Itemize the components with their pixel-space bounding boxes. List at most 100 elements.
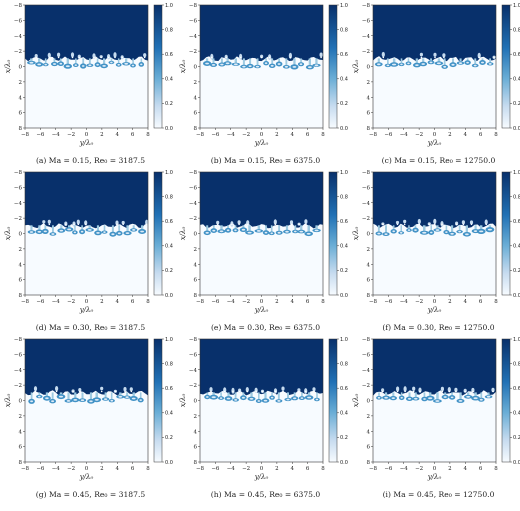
colorbar-tick-label: 0.2 bbox=[340, 435, 348, 441]
heavy-fluid-region bbox=[25, 5, 148, 62]
x-tick-label: −2 bbox=[67, 466, 75, 472]
y-tick-label: 0 bbox=[194, 65, 198, 71]
colorbar-tick-label: 1.0 bbox=[165, 337, 173, 343]
x-tick-label: 2 bbox=[100, 132, 104, 138]
colorbar-tick-label: 0.8 bbox=[513, 361, 520, 367]
y-tick-label: 4 bbox=[367, 429, 371, 435]
x-tick-label: −4 bbox=[227, 132, 236, 138]
y-tick-label: 6 bbox=[19, 278, 23, 284]
y-tick-label: −6 bbox=[14, 185, 23, 191]
colorbar-tick-label: 0.2 bbox=[513, 101, 520, 107]
colorbar-tick-label: 1.0 bbox=[165, 3, 173, 9]
y-tick-label: −6 bbox=[189, 18, 198, 24]
x-tick-label: 6 bbox=[131, 132, 135, 138]
colorbar-tick-label: 0.4 bbox=[513, 411, 520, 417]
y-tick-label: 0 bbox=[194, 232, 198, 238]
y-axis-label: x/λ₀ bbox=[179, 60, 187, 74]
x-tick-label: 4 bbox=[291, 299, 295, 305]
y-tick-label: 2 bbox=[367, 80, 371, 86]
x-tick-label: −4 bbox=[400, 132, 409, 138]
colorbar-tick-label: 1.0 bbox=[340, 337, 348, 343]
x-tick-label: 6 bbox=[306, 466, 310, 472]
heavy-fluid-region bbox=[200, 5, 323, 62]
panel-c: −8 −6 −4 −2 0 2 4 6 8−8−6−4−202468y/λ₀x/λ₀1.00.8… bbox=[352, 3, 520, 165]
colorbar-tick-label: 0.0 bbox=[513, 460, 520, 466]
y-tick-label: −4 bbox=[14, 368, 23, 374]
x-tick-label: −4 bbox=[227, 299, 236, 305]
x-tick-label: 2 bbox=[275, 132, 279, 138]
x-axis-label: y/λ₀ bbox=[427, 306, 442, 314]
y-tick-label: −8 bbox=[14, 337, 23, 343]
panel-e: −8 −6 −4 −2 0 2 4 6 8−8−6−4−202468y/λ₀x/λ₀1.00.8… bbox=[179, 170, 348, 332]
colorbar-tick-label: 0.2 bbox=[165, 268, 173, 274]
x-axis-label: y/λ₀ bbox=[79, 139, 94, 147]
x-tick-label: 4 bbox=[116, 132, 120, 138]
colorbar-tick-label: 0.6 bbox=[165, 52, 173, 58]
x-tick-label: −6 bbox=[36, 466, 45, 472]
x-tick-label: −6 bbox=[36, 299, 45, 305]
x-tick-label: 8 bbox=[494, 466, 498, 472]
panel-d: −8 −6 −4 −2 0 2 4 6 8−8−6−4−202468y/λ₀x/λ₀1.00.8… bbox=[4, 170, 173, 332]
colorbar-tick-label: 0.0 bbox=[513, 126, 520, 132]
x-axis-label: y/λ₀ bbox=[79, 473, 94, 481]
y-axis-label: x/λ₀ bbox=[4, 227, 12, 241]
colorbar-tick-label: 0.2 bbox=[513, 435, 520, 441]
y-tick-label: −6 bbox=[362, 185, 371, 191]
x-tick-label: −6 bbox=[36, 132, 45, 138]
x-tick-label: −6 bbox=[211, 132, 220, 138]
x-tick-label: −8 bbox=[21, 466, 30, 472]
x-tick-label: −8 bbox=[369, 466, 378, 472]
colorbar-tick-label: 0.2 bbox=[165, 435, 173, 441]
y-tick-label: −8 bbox=[189, 337, 198, 343]
y-tick-label: 8 bbox=[194, 293, 198, 299]
panel-a: −8 −6 −4 −2 0 2 4 6 8−8−6−4−202468y/λ₀x/λ₀1.00.8… bbox=[4, 3, 173, 165]
y-tick-label: 2 bbox=[19, 414, 23, 420]
colorbar-tick-label: 0.4 bbox=[513, 77, 520, 83]
y-tick-label: −6 bbox=[362, 18, 371, 24]
x-tick-label: −6 bbox=[211, 299, 220, 305]
colorbar-tick-label: 0.8 bbox=[340, 27, 348, 33]
y-tick-label: −4 bbox=[189, 368, 198, 374]
colorbar-tick-label: 0.8 bbox=[165, 361, 173, 367]
y-tick-label: 6 bbox=[19, 445, 23, 451]
x-tick-label: −6 bbox=[211, 466, 220, 472]
colorbar-tick-label: 0.2 bbox=[513, 268, 520, 274]
x-tick-label: −6 bbox=[384, 132, 393, 138]
y-tick-label: −4 bbox=[189, 201, 198, 207]
y-tick-label: −8 bbox=[362, 337, 371, 343]
x-tick-label: −8 bbox=[196, 299, 205, 305]
x-tick-label: 6 bbox=[479, 466, 483, 472]
y-tick-label: −6 bbox=[362, 352, 371, 358]
x-tick-label: 0 bbox=[260, 132, 264, 138]
y-tick-label: 8 bbox=[367, 460, 371, 466]
x-axis-label: y/λ₀ bbox=[254, 473, 269, 481]
panel-caption: (a) Ma = 0.15, Re₀ = 3187.5 bbox=[36, 156, 145, 165]
colorbar-tick-label: 0.2 bbox=[340, 101, 348, 107]
mixing-layer bbox=[28, 386, 144, 404]
y-axis-label: x/λ₀ bbox=[4, 60, 12, 74]
panel-caption: (h) Ma = 0.45, Re₀ = 6375.0 bbox=[211, 490, 321, 499]
y-tick-label: 0 bbox=[19, 399, 23, 405]
colorbar-tick-label: 0.6 bbox=[165, 386, 173, 392]
y-tick-label: 4 bbox=[194, 95, 198, 101]
x-axis-label: y/λ₀ bbox=[79, 306, 94, 314]
colorbar-tick-label: 0.6 bbox=[340, 386, 348, 392]
x-tick-label: 6 bbox=[479, 132, 483, 138]
colorbar-tick-label: 0.0 bbox=[165, 126, 173, 132]
y-tick-label: 4 bbox=[367, 95, 371, 101]
y-tick-label: −2 bbox=[189, 49, 197, 55]
mixing-layer bbox=[204, 386, 320, 403]
colorbar-tick-label: 0.2 bbox=[165, 101, 173, 107]
x-tick-label: −2 bbox=[415, 299, 423, 305]
y-tick-label: 4 bbox=[19, 262, 23, 268]
x-tick-label: 0 bbox=[433, 132, 437, 138]
colorbar bbox=[153, 4, 163, 129]
y-tick-label: −6 bbox=[189, 352, 198, 358]
colorbar-tick-label: 1.0 bbox=[340, 170, 348, 176]
colorbar-tick-label: 1.0 bbox=[340, 3, 348, 9]
y-tick-label: −8 bbox=[362, 3, 371, 9]
y-tick-label: −4 bbox=[14, 34, 23, 40]
panel-i: −8 −6 −4 −2 0 2 4 6 8−8−6−4−202468y/λ₀x/λ₀1.00.8… bbox=[352, 337, 520, 499]
colorbar-tick-label: 0.4 bbox=[165, 411, 173, 417]
